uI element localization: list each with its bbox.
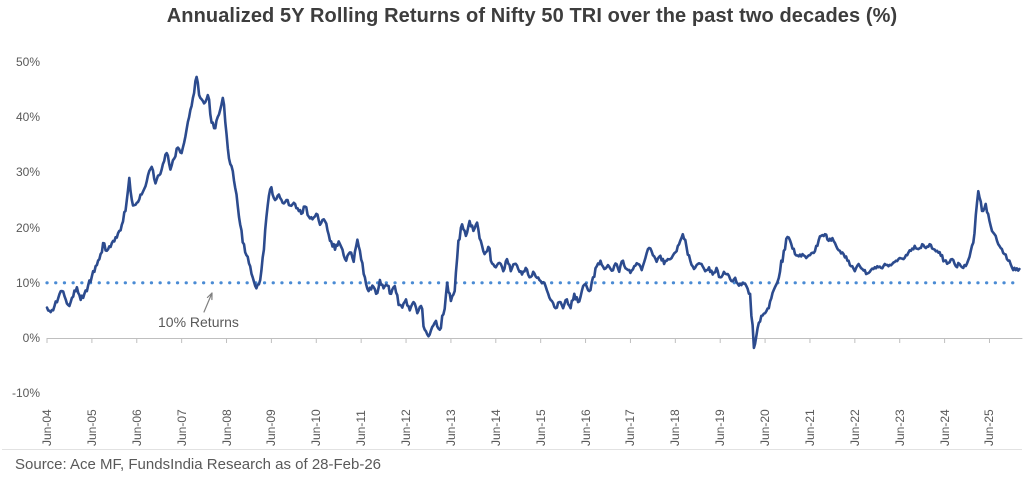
x-axis-label: Jun-14 [488,409,503,446]
x-axis-label: Jun-23 [892,409,907,446]
x-axis-label: Jun-17 [623,409,638,446]
y-axis-label: 30% [15,165,40,180]
chart-title: Annualized 5Y Rolling Returns of Nifty 5… [166,5,898,27]
source-note: Source: Ace MF, FundsIndia Research as o… [15,456,382,473]
y-axis-label: 0% [22,331,40,345]
x-axis-label: Jun-21 [802,409,817,446]
x-axis-label: Jun-22 [847,409,862,446]
x-axis-label: Jun-19 [713,409,728,446]
x-axis-label: Jun-16 [578,409,593,446]
ten-percent-returns-annotation: 10% Returns [158,314,239,330]
x-axis-label: Jun-25 [982,409,997,446]
y-axis-label: 10% [15,275,40,290]
x-axis-label: Jun-12 [399,409,414,446]
x-axis-label: Jun-24 [937,409,952,446]
y-axis-label: 40% [15,110,40,125]
x-axis-label: Jun-15 [533,409,548,446]
x-axis-label: Jun-06 [129,409,144,446]
y-axis-label: -10% [11,386,40,401]
x-axis-label: Jun-08 [219,409,234,446]
x-axis-label: Jun-11 [354,410,369,446]
x-axis-label: Jun-13 [443,409,458,446]
returns-line [45,75,1021,350]
x-axis-label: Jun-05 [84,409,99,446]
x-axis-label: Jun-07 [174,409,189,446]
x-axis-label: Jun-10 [309,409,324,446]
x-axis-label: Jun-18 [668,409,683,446]
x-axis-label: Jun-04 [40,409,54,446]
annotation-arrow [203,292,213,313]
x-axis-label: Jun-20 [758,409,773,446]
y-axis-label: 20% [15,220,40,235]
y-axis-label: 50% [15,55,40,69]
x-axis-label: Jun-09 [264,409,279,446]
